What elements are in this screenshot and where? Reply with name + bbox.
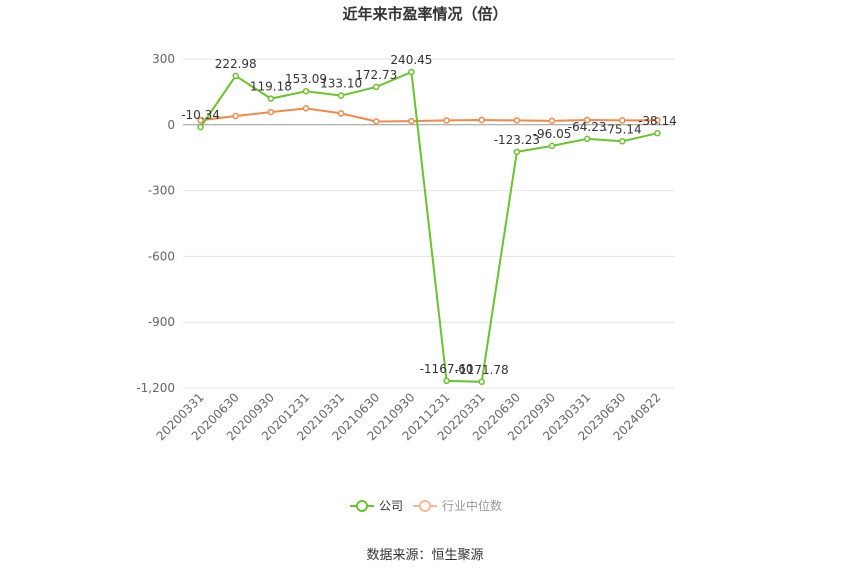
data-label: 222.98 <box>215 57 257 71</box>
data-label: 240.45 <box>390 53 432 67</box>
data-label: 172.73 <box>355 68 397 82</box>
company-point[interactable] <box>337 92 345 99</box>
industry-point[interactable] <box>197 117 204 124</box>
company-point[interactable] <box>373 83 380 91</box>
legend-industry-label: 行业中位数 <box>442 498 502 513</box>
y-tick-label: -900 <box>148 315 175 329</box>
legend: 公司 行业中位数 <box>350 498 502 513</box>
legend-item-company[interactable]: 公司 <box>350 499 403 513</box>
y-tick-label: -300 <box>148 184 175 198</box>
legend-company-marker <box>356 500 368 512</box>
industry-point[interactable] <box>548 117 556 125</box>
series-line-industry <box>200 107 658 123</box>
company-point[interactable] <box>619 138 626 145</box>
industry-point[interactable] <box>267 108 275 116</box>
series-line-company <box>199 70 658 383</box>
data-label: 133.10 <box>320 77 362 91</box>
chart-title: 近年来市盈率情况（倍） <box>342 5 507 23</box>
industry-point[interactable] <box>443 117 450 124</box>
industry-point[interactable] <box>302 105 310 112</box>
company-point[interactable] <box>408 68 415 76</box>
industry-point[interactable] <box>478 116 485 124</box>
data-label: -75.14 <box>603 122 642 136</box>
industry-point[interactable] <box>619 117 626 124</box>
y-tick-label: -1,200 <box>136 381 175 395</box>
company-point[interactable] <box>583 135 591 143</box>
industry-point[interactable] <box>654 116 661 124</box>
industry-point[interactable] <box>373 118 380 125</box>
data-label: -64.23 <box>568 120 607 134</box>
company-point[interactable] <box>513 148 521 156</box>
y-axis: 300 0 -300 -600 -900 -1,200 <box>136 52 175 395</box>
company-point[interactable] <box>267 95 275 102</box>
industry-point[interactable] <box>513 117 521 124</box>
x-axis: 2020033120200630202009302020123120210331… <box>154 390 664 443</box>
company-point[interactable] <box>654 129 661 137</box>
company-point[interactable] <box>548 142 556 150</box>
industry-point[interactable] <box>232 112 239 120</box>
company-point[interactable] <box>232 72 239 80</box>
series-layer <box>197 68 661 386</box>
industry-point[interactable] <box>583 116 591 124</box>
data-label: -1167.60 <box>420 362 474 376</box>
y-tick-label: 300 <box>152 52 175 66</box>
grid-lines <box>183 58 675 389</box>
data-labels: -10.34 222.98 119.18153.09133.10172.73240.… <box>181 53 677 377</box>
legend-item-industry[interactable]: 行业中位数 <box>413 498 502 513</box>
legend-company-label: 公司 <box>379 499 403 513</box>
data-source: 数据来源：恒生聚源 <box>366 548 483 563</box>
company-point[interactable] <box>443 377 450 385</box>
company-point[interactable] <box>197 123 204 131</box>
company-point[interactable] <box>478 378 485 386</box>
data-label: -38.14 <box>638 114 677 128</box>
data-label: -1171.78 <box>455 363 509 377</box>
data-label: 119.18 <box>250 80 292 94</box>
y-tick-label: -600 <box>148 249 175 263</box>
data-label: -96.05 <box>533 127 572 141</box>
data-label: -10.34 <box>181 108 220 122</box>
industry-point[interactable] <box>337 110 345 117</box>
data-label: -123.23 <box>494 133 540 147</box>
company-point[interactable] <box>302 87 310 95</box>
legend-industry-marker <box>419 500 431 512</box>
y-tick-label: 0 <box>167 118 175 132</box>
data-label: 153.09 <box>285 72 327 86</box>
industry-point[interactable] <box>408 117 415 125</box>
